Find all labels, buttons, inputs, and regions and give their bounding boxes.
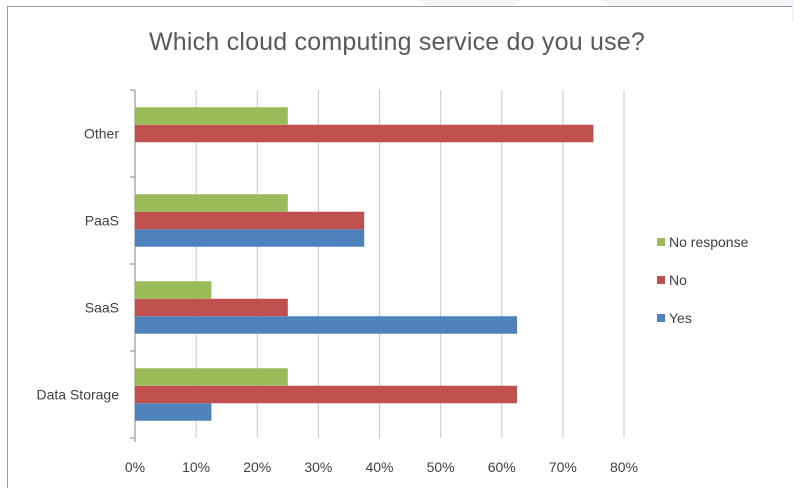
bar-no-response: [135, 107, 288, 125]
y-category-label: Data Storage: [37, 387, 120, 403]
bar-yes: [135, 229, 365, 247]
x-tick-label: 40%: [365, 459, 393, 475]
bar-yes: [135, 316, 518, 334]
legend-label: No: [669, 271, 687, 288]
bar-yes: [135, 403, 212, 421]
bar-no: [135, 298, 288, 317]
bar-no: [135, 124, 594, 143]
chart-title: Which cloud computing service do you use…: [149, 28, 645, 56]
bar-no: [135, 385, 518, 404]
legend-item: Yes: [657, 308, 748, 327]
bar-no-response: [135, 368, 288, 386]
bar-no-response: [135, 281, 212, 299]
x-tick-label: 70%: [549, 459, 577, 475]
chart-legend: No response No Yes: [657, 232, 748, 346]
x-tick-label: 20%: [243, 459, 271, 475]
legend-item: No: [657, 270, 748, 289]
legend-swatch: [657, 313, 665, 322]
x-tick-label: 30%: [304, 459, 332, 475]
x-tick-label: 80%: [610, 459, 638, 475]
bar-no: [135, 211, 365, 230]
x-tick-label: 60%: [488, 459, 516, 475]
x-tick-label: 0%: [125, 459, 145, 475]
x-tick-label: 10%: [182, 459, 210, 475]
legend-swatch: [657, 275, 665, 284]
y-category-label: SaaS: [85, 300, 119, 316]
legend-label: No response: [669, 233, 749, 250]
y-category-label: PaaS: [85, 213, 119, 229]
x-tick-label: 50%: [427, 459, 455, 475]
bar-no-response: [135, 194, 288, 212]
legend-label: Yes: [669, 309, 692, 326]
y-category-label: Other: [84, 126, 119, 142]
legend-swatch: [657, 237, 665, 246]
legend-item: No response: [657, 232, 748, 251]
